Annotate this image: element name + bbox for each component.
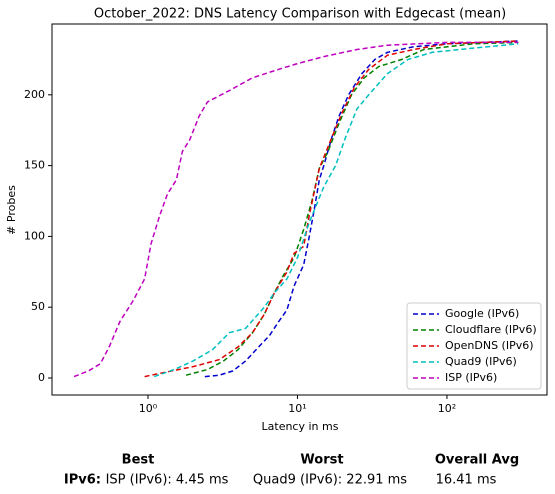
- plot-frame: [51, 23, 548, 396]
- legend-box: [406, 302, 542, 390]
- table-cell: 16.41 ms: [436, 473, 497, 488]
- x-axis-label: Latency in ms: [262, 420, 339, 433]
- chart-title: October_2022: DNS Latency Comparison wit…: [94, 7, 506, 22]
- table-header: Overall Avg: [435, 453, 519, 468]
- legend-label: Quad9 (IPv6): [445, 355, 517, 368]
- legend-label: ISP (IPv6): [445, 371, 497, 384]
- series-line: [144, 40, 519, 378]
- series-line: [204, 40, 519, 378]
- y-tick-label: 50: [31, 300, 45, 313]
- legend-label: Cloudflare (IPv6): [445, 323, 537, 336]
- x-tick-label: 10¹: [288, 402, 306, 415]
- table-header: Worst: [300, 453, 343, 468]
- table-header: Best: [122, 453, 155, 468]
- y-tick-label: 100: [24, 229, 45, 242]
- table-cell: ISP (IPv6): 4.45 ms: [106, 473, 229, 488]
- table-cell: Quad9 (IPv6): 22.91 ms: [253, 473, 407, 488]
- y-tick-label: 0: [38, 371, 45, 384]
- series-line: [73, 41, 519, 378]
- legend-label: OpenDNS (IPv6): [445, 339, 534, 352]
- series-line: [153, 43, 519, 378]
- legend-label: Google (IPv6): [445, 307, 519, 320]
- x-tick-label: 10⁰: [139, 402, 158, 415]
- y-axis-label: # Probes: [5, 185, 18, 235]
- y-tick-label: 200: [24, 88, 45, 101]
- row-label: IPv6:: [64, 473, 101, 488]
- x-tick-label: 10²: [438, 402, 456, 415]
- y-tick-label: 150: [24, 159, 45, 172]
